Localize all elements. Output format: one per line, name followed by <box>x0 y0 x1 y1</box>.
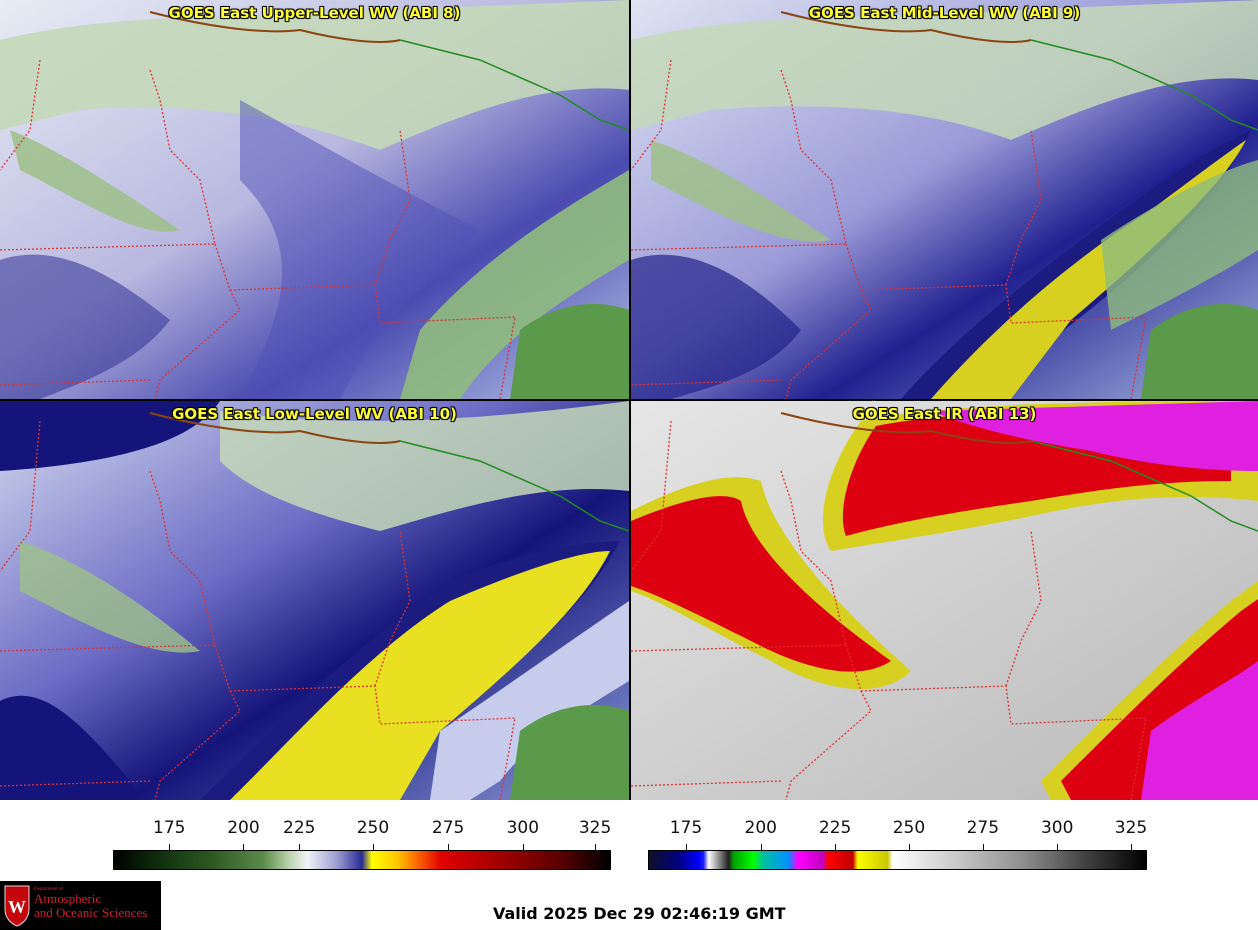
wv-tick-mark <box>299 844 301 850</box>
wv-tick-label: 300 <box>506 818 540 838</box>
ir-tick-label: 200 <box>744 818 777 838</box>
logo-text: Department of Atmospheric and Oceanic Sc… <box>34 887 147 920</box>
ir-tick-mark <box>1057 844 1059 850</box>
ir-tick-mark <box>1131 844 1133 850</box>
panel-upper-level-wv: GOES East Upper-Level WV (ABI 8) <box>0 0 629 399</box>
valid-time: Valid 2025 Dec 29 02:46:19 GMT <box>493 904 786 923</box>
wv-tick-label: 325 <box>578 818 612 838</box>
ir-tick-label: 325 <box>1114 818 1148 838</box>
panel-title: GOES East Mid-Level WV (ABI 9) <box>808 4 1081 22</box>
mid-wv-image <box>631 0 1258 399</box>
wv-tick-mark <box>372 844 374 850</box>
ir-tick-label: 225 <box>818 818 852 838</box>
panel-title: GOES East Low-Level WV (ABI 10) <box>172 405 457 423</box>
logo-line1: Department of <box>34 887 64 892</box>
low-wv-image <box>0 401 629 800</box>
ir-colorbar-gradient <box>648 850 1147 870</box>
ir-tick-label: 275 <box>966 818 1000 838</box>
ir-tick-mark <box>908 844 910 850</box>
ir-tick-mark <box>982 844 984 850</box>
logo-line2: Atmospheric <box>34 891 102 907</box>
ir-tick-mark <box>685 844 687 850</box>
wv-tick-mark <box>169 844 171 850</box>
wv-tick-label: 200 <box>227 818 260 838</box>
wv-tick-mark <box>448 844 450 850</box>
ir-colorbar: 175 200 225 250 275 300 325 <box>648 806 1147 876</box>
wv-tick-label: 225 <box>283 818 316 838</box>
wv-tick-label: 250 <box>356 818 390 838</box>
ir-tick-label: 175 <box>669 818 703 838</box>
panel-mid-level-wv: GOES East Mid-Level WV (ABI 9) <box>631 0 1258 399</box>
uw-crest-icon: W <box>4 885 30 927</box>
ir-tick-label: 250 <box>892 818 926 838</box>
wv-tick-label: 175 <box>153 818 186 838</box>
panel-low-level-wv: GOES East Low-Level WV (ABI 10) <box>0 401 629 800</box>
ir-tick-mark <box>835 844 837 850</box>
ir-colorbar-ticks: 175 200 225 250 275 300 325 <box>648 806 1148 850</box>
wv-colorbar: 175 200 225 250 275 300 325 <box>113 806 611 876</box>
wv-tick-label: 275 <box>431 818 465 838</box>
wv-colorbar-ticks: 175 200 225 250 275 300 325 <box>113 806 612 850</box>
ir-tick-mark <box>760 844 762 850</box>
aos-logo: W Department of Atmospheric and Oceanic … <box>0 881 161 930</box>
wv-tick-mark <box>243 844 245 850</box>
wv-tick-mark <box>595 844 597 850</box>
upper-wv-image <box>0 0 629 399</box>
panel-ir: GOES East IR (ABI 13) <box>631 401 1258 800</box>
ir-image <box>631 401 1258 800</box>
wv-colorbar-gradient <box>113 850 611 870</box>
panel-title: GOES East IR (ABI 13) <box>852 405 1037 423</box>
crest-letter: W <box>8 897 26 917</box>
satellite-panel-grid: GOES East Upper-Level WV (ABI 8) <box>0 0 1258 800</box>
panel-title: GOES East Upper-Level WV (ABI 8) <box>168 4 461 22</box>
wv-tick-mark <box>522 844 524 850</box>
ir-tick-label: 300 <box>1040 818 1074 838</box>
logo-line3: and Oceanic Sciences <box>34 904 148 920</box>
